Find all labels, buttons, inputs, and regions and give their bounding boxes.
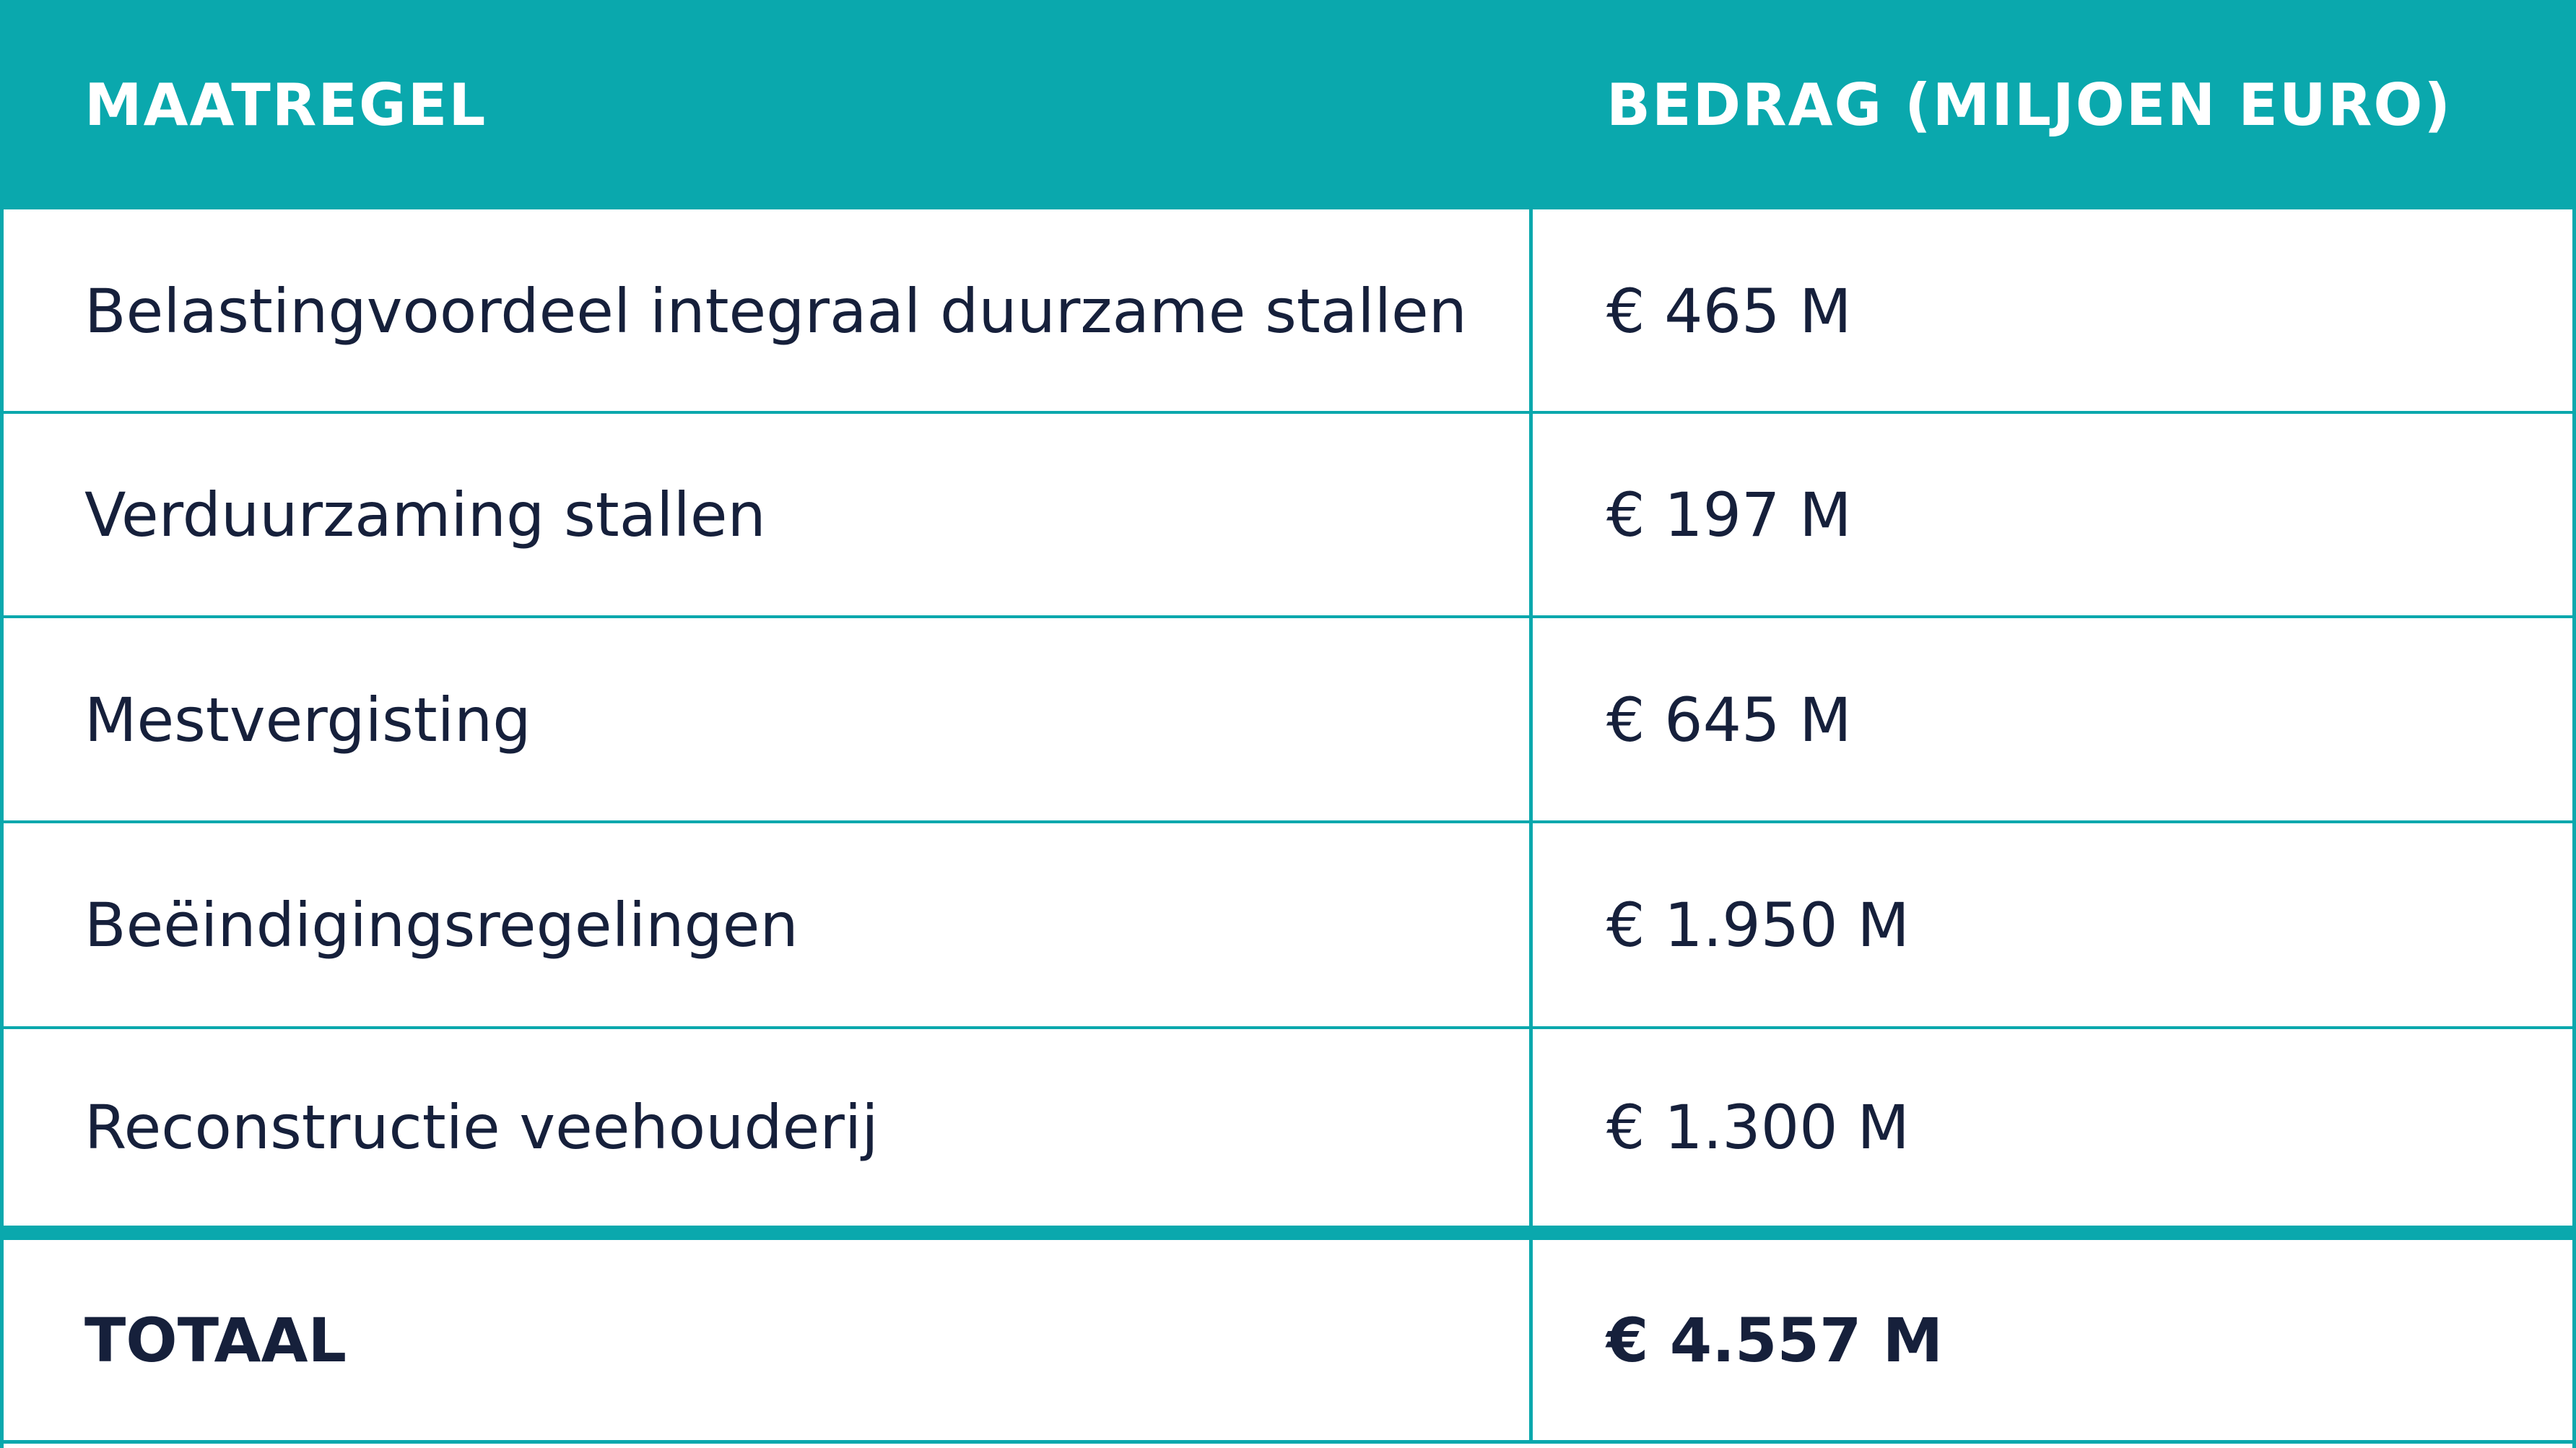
row-measure: Beëindigingsregelingen [84,890,799,961]
table-row: Beëindigingsregelingen € 1.950 M [0,823,2576,1028]
row-divider [0,411,2576,414]
total-amount: € 4.557 M [1606,1304,1944,1376]
column-divider [1529,209,1533,1444]
row-amount: € 1.950 M [1606,890,1910,961]
table-border-right [2572,209,2576,1448]
row-measure: Mestvergisting [84,685,531,755]
table-border-bottom [0,1440,2576,1444]
row-divider [0,820,2576,823]
table-row: Verduurzaming stallen € 197 M [0,413,2576,617]
row-amount: € 465 M [1606,276,1852,347]
table-row: Reconstructie veehouderij € 1.300 M [0,1028,2576,1226]
row-divider [0,615,2576,618]
total-divider [0,1226,2576,1240]
header-measure: MAATREGEL [84,71,487,139]
total-label: TOTAAL [84,1304,347,1376]
table-header: MAATREGEL BEDRAG (MILJOEN EURO) [0,0,2576,209]
table-row: Mestvergisting € 645 M [0,618,2576,822]
row-measure: Belastingvoordeel integraal duurzame sta… [84,276,1467,347]
row-amount: € 645 M [1606,685,1852,755]
row-amount: € 1.300 M [1606,1091,1910,1163]
table-row: Belastingvoordeel integraal duurzame sta… [0,209,2576,413]
row-divider [0,1026,2576,1029]
table-border-left [0,209,4,1448]
row-measure: Verduurzaming stallen [84,480,766,550]
header-amount: BEDRAG (MILJOEN EURO) [1606,71,2452,139]
table-total-row: TOTAAL € 4.557 M [0,1240,2576,1440]
row-amount: € 197 M [1606,480,1852,550]
row-measure: Reconstructie veehouderij [84,1091,879,1163]
